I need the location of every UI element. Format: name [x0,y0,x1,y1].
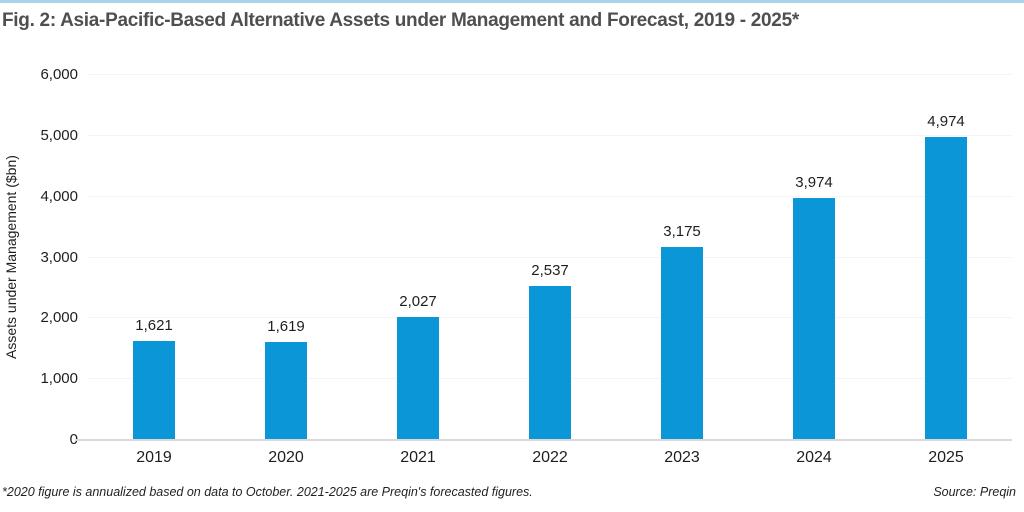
gridline [88,134,1012,136]
y-tick-label: 1,000 [40,370,78,388]
bar-2024 [793,198,835,440]
footnote-text: *2020 figure is annualized based on data… [2,485,533,499]
bar-2021 [397,316,439,440]
bar-2022 [529,285,571,440]
bar-value-label: 2,027 [399,292,437,310]
bar-column-2023: 3,175 [616,75,748,440]
bar-column-2025: 4,974 [880,75,1012,440]
bar-value-label: 1,619 [267,317,305,335]
source-credit: Source: Preqin [933,485,1016,499]
y-tick-label: 4,000 [40,187,78,205]
bar-value-label: 4,974 [927,113,965,131]
chart-title: Fig. 2: Asia-Pacific-Based Alternative A… [2,10,799,31]
bar-value-label: 2,537 [531,261,569,279]
bar-column-2020: 1,619 [220,75,352,440]
y-tick-label: 3,000 [40,248,78,266]
x-axis-labels: 2019 2020 2021 2022 2023 2024 2025 [88,449,1012,467]
bar-2019 [133,341,175,440]
bar-2020 [265,341,307,440]
bar-value-label: 3,175 [663,222,701,240]
gridline [88,256,1012,258]
x-tick-label: 2021 [400,449,436,466]
x-tick-label: 2025 [928,449,964,466]
x-axis-line [75,439,1012,441]
x-tick-label: 2024 [796,449,832,466]
y-axis-ticks: 0 1,000 2,000 3,000 4,000 5,000 6,000 [0,66,78,448]
bar-column-2019: 1,621 [88,75,220,440]
x-tick-label: 2019 [136,449,172,466]
bar-value-label: 3,974 [795,174,833,192]
bar-column-2022: 2,537 [484,75,616,440]
bar-column-2024: 3,974 [748,75,880,440]
x-tick-label: 2020 [268,449,304,466]
y-tick-label: 0 [69,431,78,448]
y-tick-label: 2,000 [40,309,78,327]
y-tick-label: 6,000 [40,66,78,83]
y-tick-label: 5,000 [40,126,78,144]
x-tick-label: 2023 [664,449,700,466]
plot-area: 1,621 1,619 2,027 2,537 3,175 3,974 4,974 [75,74,1012,441]
gridline [88,74,1012,75]
bar-value-label: 1,621 [135,317,173,335]
bar-column-2021: 2,027 [352,75,484,440]
top-accent-rule [0,0,1024,3]
bar-series: 1,621 1,619 2,027 2,537 3,175 3,974 4,974 [88,75,1012,440]
bar-2023 [661,246,703,440]
gridline [88,195,1012,197]
x-tick-label: 2022 [532,449,568,466]
bar-2025 [925,137,967,440]
